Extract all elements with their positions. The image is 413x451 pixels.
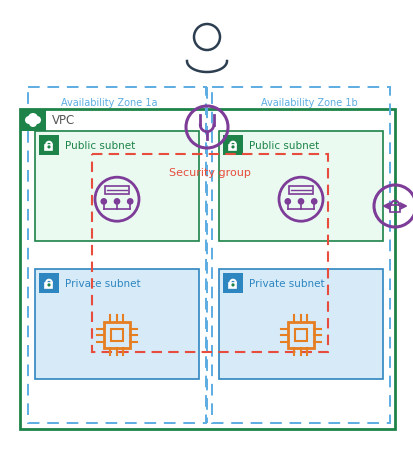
Bar	[35, 132, 199, 241]
Bar	[218, 269, 382, 379]
Bar	[111, 329, 123, 341]
Circle shape	[48, 285, 50, 286]
Text: Availability Zone 1b: Availability Zone 1b	[260, 98, 356, 108]
Bar	[20, 110, 46, 132]
Circle shape	[232, 285, 233, 286]
Bar	[45, 145, 52, 151]
Circle shape	[114, 199, 119, 205]
Bar	[287, 322, 313, 348]
Circle shape	[298, 199, 303, 205]
Text: Availability Zone 1a: Availability Zone 1a	[61, 98, 157, 108]
Bar	[223, 273, 242, 293]
Bar	[39, 136, 59, 156]
Text: Public subnet: Public subnet	[248, 141, 318, 151]
Bar	[223, 136, 242, 156]
Bar	[294, 329, 306, 341]
Bar	[229, 283, 236, 288]
Text: Security group: Security group	[169, 168, 250, 178]
Circle shape	[232, 147, 233, 148]
Bar	[104, 187, 129, 194]
Bar	[389, 205, 399, 212]
Text: Private subnet: Private subnet	[65, 278, 140, 288]
Text: Public subnet: Public subnet	[65, 141, 135, 151]
Bar	[35, 269, 199, 379]
Bar	[28, 88, 206, 423]
Circle shape	[48, 147, 50, 148]
Bar	[288, 187, 312, 194]
Text: VPC: VPC	[52, 114, 75, 127]
Bar	[92, 155, 327, 352]
Bar	[211, 88, 389, 423]
Circle shape	[33, 117, 41, 125]
Circle shape	[25, 117, 33, 125]
Bar	[39, 273, 59, 293]
Bar	[229, 145, 236, 151]
Circle shape	[311, 199, 316, 205]
Text: Private subnet: Private subnet	[248, 278, 324, 288]
Circle shape	[101, 199, 106, 205]
Circle shape	[127, 199, 133, 205]
Bar	[20, 110, 394, 429]
Bar	[104, 322, 130, 348]
Circle shape	[285, 199, 290, 205]
Bar	[45, 283, 52, 288]
Bar	[218, 132, 382, 241]
Circle shape	[29, 120, 37, 128]
Circle shape	[28, 114, 38, 124]
